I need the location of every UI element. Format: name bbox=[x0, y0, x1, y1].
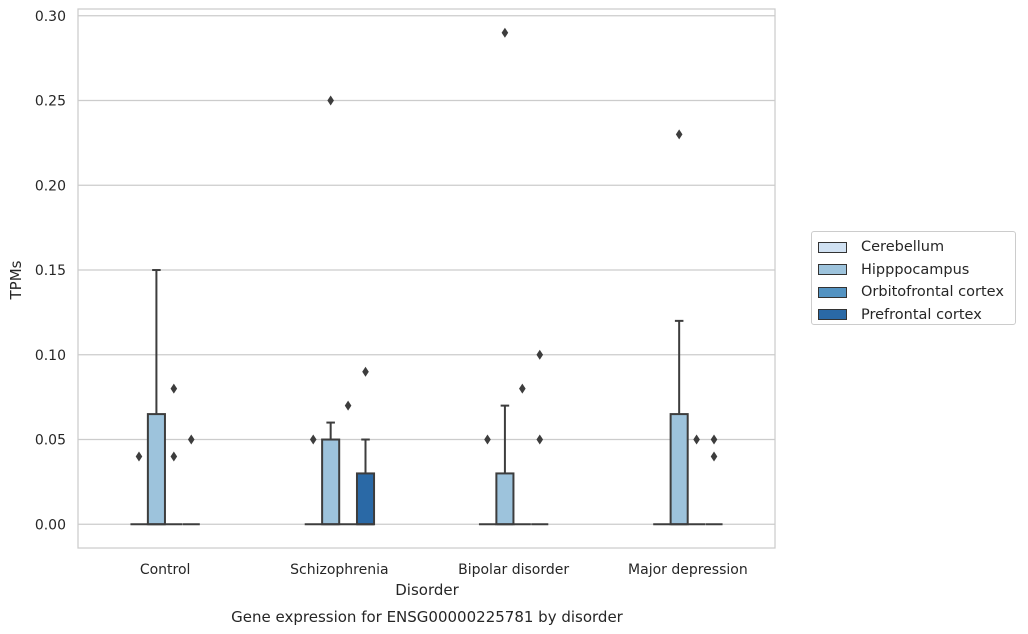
outlier-point bbox=[693, 434, 700, 445]
legend-item: Hipppocampus bbox=[818, 259, 1015, 282]
x-tick-label: Schizophrenia bbox=[290, 562, 388, 578]
outlier-point bbox=[519, 383, 526, 394]
y-tick-label: 0.05 bbox=[35, 433, 66, 449]
legend-item: Cerebellum bbox=[818, 236, 1015, 259]
y-tick-label: 0.15 bbox=[35, 263, 66, 279]
legend-label: Orbitofrontal cortex bbox=[861, 284, 1004, 301]
outlier-point bbox=[484, 434, 491, 445]
legend-label: Cerebellum bbox=[861, 239, 945, 256]
x-tick-label: Major depression bbox=[628, 562, 748, 578]
box-body bbox=[146, 413, 166, 526]
box-prefrontal-cortex bbox=[182, 434, 200, 526]
outlier-point bbox=[170, 451, 178, 462]
y-tick-label: 0.30 bbox=[35, 9, 66, 25]
legend-label: Hipppocampus bbox=[861, 261, 970, 278]
outlier-point bbox=[362, 366, 369, 377]
box-hipppocampus bbox=[146, 269, 166, 526]
y-tick-label: 0.20 bbox=[35, 178, 66, 194]
chart-caption: Gene expression for ENSG00000225781 by d… bbox=[231, 608, 624, 626]
y-tick-label: 0.25 bbox=[35, 94, 66, 110]
legend-swatch bbox=[818, 241, 847, 253]
box-orbitofrontal-cortex bbox=[165, 383, 183, 526]
box-prefrontal-cortex bbox=[355, 366, 376, 526]
y-tick-label: 0.10 bbox=[35, 348, 66, 364]
legend-item: Orbitofrontal cortex bbox=[818, 281, 1015, 304]
outlier-point bbox=[309, 434, 317, 445]
legend-swatch bbox=[818, 309, 847, 321]
x-tick-label: Control bbox=[140, 562, 191, 578]
box-body bbox=[355, 472, 376, 526]
y-tick-label: 0.00 bbox=[35, 517, 66, 533]
box-cerebellum bbox=[130, 451, 148, 526]
box-hipppocampus bbox=[495, 27, 515, 526]
outlier-point bbox=[187, 434, 195, 445]
box-cerebellum bbox=[304, 434, 322, 526]
legend-swatch bbox=[818, 264, 847, 276]
x-tick-labels: Control Schizophrenia Bipolar disorder Majo… bbox=[140, 562, 748, 578]
outlier-point bbox=[344, 400, 352, 411]
box-hipppocampus bbox=[669, 129, 689, 526]
outlier-point bbox=[675, 129, 683, 140]
outlier-point bbox=[710, 434, 718, 445]
outlier-point bbox=[170, 383, 178, 394]
legend-item: Prefrontal cortex bbox=[818, 304, 1015, 327]
plot-marks bbox=[130, 27, 723, 526]
box-cerebellum bbox=[478, 434, 497, 526]
outlier-point bbox=[536, 349, 544, 360]
outlier-point bbox=[536, 434, 544, 445]
legend-swatch bbox=[818, 286, 847, 298]
legend: Cerebellum Hipppocampus Orbitofrontal cort… bbox=[811, 231, 1016, 325]
box-orbitofrontal-cortex bbox=[339, 400, 357, 526]
box-orbitofrontal-cortex bbox=[513, 383, 531, 526]
box-hipppocampus bbox=[321, 95, 341, 526]
outlier-point bbox=[135, 451, 143, 462]
box-prefrontal-cortex bbox=[705, 434, 723, 526]
box-body bbox=[321, 438, 341, 526]
legend-label: Prefrontal cortex bbox=[861, 306, 982, 323]
y-tick-labels: 0.00 0.05 0.10 0.15 0.20 0.25 0.30 bbox=[35, 9, 66, 533]
outlier-point bbox=[501, 27, 509, 38]
x-axis-label: Disorder bbox=[395, 581, 459, 599]
outlier-point bbox=[327, 95, 334, 106]
box-body bbox=[495, 472, 515, 526]
plot-frame bbox=[77, 8, 776, 549]
box-prefrontal-cortex bbox=[531, 349, 549, 526]
outlier-point bbox=[710, 451, 718, 462]
box-orbitofrontal-cortex bbox=[688, 434, 706, 526]
box-body bbox=[669, 413, 689, 526]
x-tick-label: Bipolar disorder bbox=[458, 562, 569, 578]
y-axis-label: TPMs bbox=[7, 260, 25, 300]
